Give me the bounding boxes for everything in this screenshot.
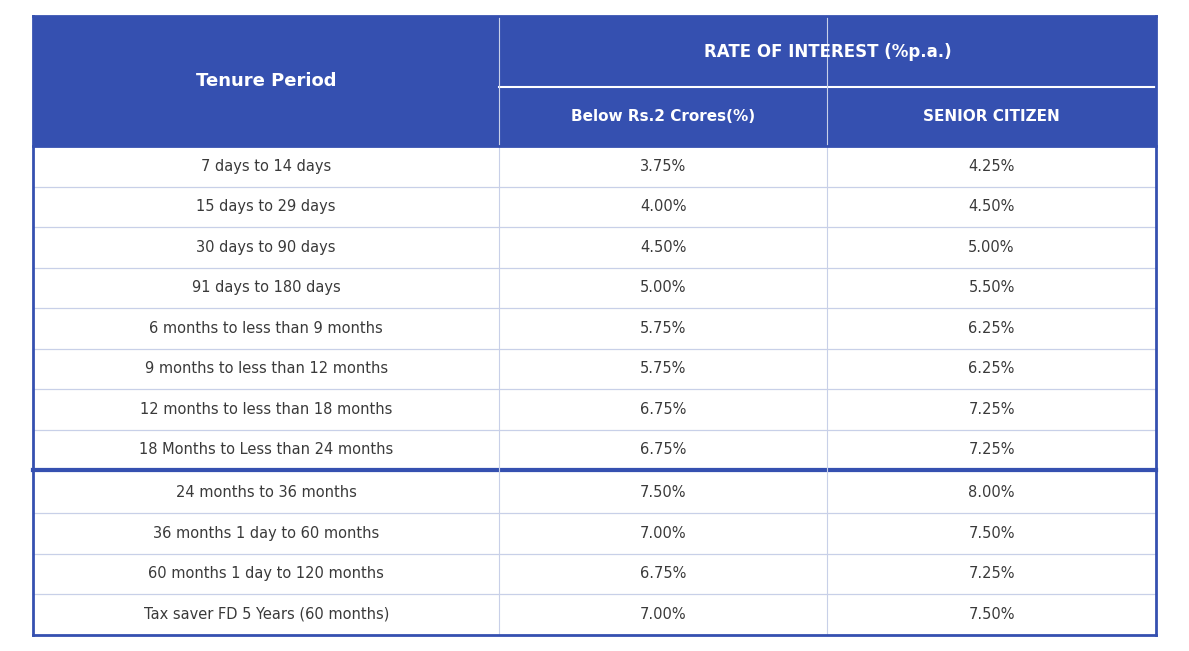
FancyBboxPatch shape: [33, 430, 499, 470]
FancyBboxPatch shape: [33, 268, 499, 308]
FancyBboxPatch shape: [828, 146, 1156, 187]
FancyBboxPatch shape: [828, 430, 1156, 470]
FancyBboxPatch shape: [33, 473, 499, 513]
FancyBboxPatch shape: [828, 594, 1156, 635]
FancyBboxPatch shape: [828, 389, 1156, 430]
FancyBboxPatch shape: [499, 146, 828, 187]
Text: 15 days to 29 days: 15 days to 29 days: [196, 199, 336, 214]
Text: 6.75%: 6.75%: [640, 566, 686, 581]
FancyBboxPatch shape: [499, 349, 828, 389]
Text: 5.75%: 5.75%: [640, 321, 686, 336]
FancyBboxPatch shape: [828, 187, 1156, 227]
Text: 6.75%: 6.75%: [640, 443, 686, 458]
Text: 30 days to 90 days: 30 days to 90 days: [196, 240, 336, 255]
FancyBboxPatch shape: [33, 308, 499, 349]
Text: 6.25%: 6.25%: [968, 321, 1014, 336]
Text: 4.25%: 4.25%: [968, 159, 1014, 174]
FancyBboxPatch shape: [33, 554, 499, 594]
FancyBboxPatch shape: [499, 16, 1156, 87]
Text: 3.75%: 3.75%: [640, 159, 686, 174]
Text: RATE OF INTEREST (%p.a.): RATE OF INTEREST (%p.a.): [704, 43, 951, 61]
FancyBboxPatch shape: [499, 268, 828, 308]
Text: 6.75%: 6.75%: [640, 402, 686, 417]
Text: 7.25%: 7.25%: [968, 566, 1014, 581]
Text: 8.00%: 8.00%: [968, 486, 1014, 501]
FancyBboxPatch shape: [499, 554, 828, 594]
Text: 7.50%: 7.50%: [968, 526, 1014, 541]
Text: Tenure Period: Tenure Period: [196, 72, 336, 90]
Text: 12 months to less than 18 months: 12 months to less than 18 months: [140, 402, 392, 417]
Text: 7.00%: 7.00%: [640, 526, 686, 541]
Text: 7.25%: 7.25%: [968, 443, 1014, 458]
Text: SENIOR CITIZEN: SENIOR CITIZEN: [923, 109, 1059, 124]
FancyBboxPatch shape: [33, 227, 499, 268]
FancyBboxPatch shape: [499, 473, 828, 513]
FancyBboxPatch shape: [499, 187, 828, 227]
Text: 7 days to 14 days: 7 days to 14 days: [201, 159, 332, 174]
Text: 5.00%: 5.00%: [640, 281, 686, 296]
Text: 6.25%: 6.25%: [968, 361, 1014, 376]
FancyBboxPatch shape: [33, 187, 499, 227]
FancyBboxPatch shape: [499, 430, 828, 470]
FancyBboxPatch shape: [499, 308, 828, 349]
FancyBboxPatch shape: [828, 227, 1156, 268]
FancyBboxPatch shape: [499, 227, 828, 268]
Text: Below Rs.2 Crores(%): Below Rs.2 Crores(%): [571, 109, 755, 124]
FancyBboxPatch shape: [33, 389, 499, 430]
FancyBboxPatch shape: [33, 513, 499, 554]
Text: 6 months to less than 9 months: 6 months to less than 9 months: [150, 321, 383, 336]
Text: 4.50%: 4.50%: [968, 199, 1014, 214]
Text: 5.00%: 5.00%: [968, 240, 1014, 255]
FancyBboxPatch shape: [499, 87, 828, 146]
Text: 4.00%: 4.00%: [640, 199, 686, 214]
Text: 36 months 1 day to 60 months: 36 months 1 day to 60 months: [153, 526, 379, 541]
FancyBboxPatch shape: [828, 308, 1156, 349]
Text: 24 months to 36 months: 24 months to 36 months: [176, 486, 357, 501]
FancyBboxPatch shape: [828, 268, 1156, 308]
FancyBboxPatch shape: [828, 87, 1156, 146]
Text: 7.00%: 7.00%: [640, 607, 686, 622]
Text: 4.50%: 4.50%: [640, 240, 686, 255]
FancyBboxPatch shape: [33, 146, 499, 187]
Text: 91 days to 180 days: 91 days to 180 days: [191, 281, 340, 296]
Text: 7.50%: 7.50%: [640, 486, 686, 501]
FancyBboxPatch shape: [33, 594, 499, 635]
FancyBboxPatch shape: [828, 473, 1156, 513]
FancyBboxPatch shape: [828, 513, 1156, 554]
FancyBboxPatch shape: [33, 349, 499, 389]
Text: 7.25%: 7.25%: [968, 402, 1014, 417]
Text: 60 months 1 day to 120 months: 60 months 1 day to 120 months: [149, 566, 384, 581]
FancyBboxPatch shape: [499, 389, 828, 430]
FancyBboxPatch shape: [499, 513, 828, 554]
FancyBboxPatch shape: [499, 594, 828, 635]
Text: 7.50%: 7.50%: [968, 607, 1014, 622]
Text: 18 Months to Less than 24 months: 18 Months to Less than 24 months: [139, 443, 394, 458]
FancyBboxPatch shape: [828, 349, 1156, 389]
Text: 5.75%: 5.75%: [640, 361, 686, 376]
Text: 5.50%: 5.50%: [968, 281, 1014, 296]
FancyBboxPatch shape: [33, 16, 499, 146]
FancyBboxPatch shape: [828, 554, 1156, 594]
Text: 9 months to less than 12 months: 9 months to less than 12 months: [145, 361, 388, 376]
Text: Tax saver FD 5 Years (60 months): Tax saver FD 5 Years (60 months): [144, 607, 389, 622]
